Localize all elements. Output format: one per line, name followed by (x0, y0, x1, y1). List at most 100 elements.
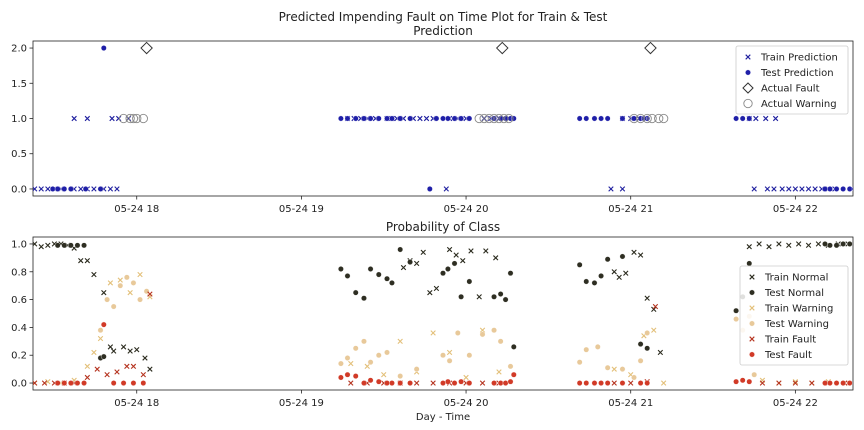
data-point (348, 360, 354, 367)
data-point (407, 380, 413, 386)
data-point (771, 186, 777, 192)
legend-label: Train Normal (764, 273, 828, 284)
data-point (493, 255, 499, 261)
data-point (130, 363, 137, 370)
data-point (604, 115, 611, 122)
data-point (389, 115, 395, 122)
data-point (417, 115, 423, 122)
data-point (397, 115, 404, 122)
data-point-outline (644, 41, 657, 55)
data-point (746, 115, 753, 122)
data-point (49, 186, 56, 192)
data-point (117, 277, 123, 283)
data-point (110, 303, 117, 310)
data-point-outline (140, 41, 153, 55)
data-point (466, 380, 473, 386)
data-point (484, 113, 494, 124)
series-test-normal (54, 241, 853, 361)
data-point (433, 285, 440, 292)
data-point (619, 115, 626, 122)
data-point (507, 270, 514, 277)
data-point (846, 241, 853, 247)
data-point (147, 291, 153, 297)
data-point (123, 274, 130, 281)
data-point (124, 363, 130, 370)
data-point (445, 115, 451, 122)
y-tick-label: 0.0 (11, 184, 27, 195)
data-point (644, 345, 651, 352)
figure-title: Predicted Impending Fault on Time Plot f… (279, 10, 608, 24)
data-point (583, 115, 590, 122)
data-point (101, 289, 107, 296)
data-point (367, 115, 374, 122)
data-point (446, 357, 453, 364)
data-point (611, 380, 617, 386)
data-point (746, 260, 753, 267)
legend-marker (749, 351, 755, 358)
data-point (344, 355, 351, 361)
series-test-warning (97, 274, 758, 381)
data-point (361, 338, 367, 345)
data-point (598, 273, 604, 279)
data-point (384, 349, 390, 356)
data-point (361, 380, 367, 386)
data-point (637, 357, 644, 364)
data-point (733, 316, 739, 322)
data-point (805, 186, 812, 192)
data-point (619, 253, 626, 260)
data-point (344, 371, 351, 378)
data-point (746, 244, 752, 250)
legend-marker (749, 274, 755, 280)
data-point (446, 349, 453, 356)
data-point (110, 380, 117, 386)
panel-title: Prediction (413, 24, 473, 38)
x-tick-label: 05-24 18 (114, 204, 159, 215)
data-point-outline (495, 41, 509, 55)
data-point (786, 242, 792, 249)
data-point (822, 241, 828, 247)
data-point (91, 271, 97, 278)
data-point (809, 380, 815, 386)
legend-marker (749, 320, 755, 327)
series-actual-warning (118, 113, 669, 124)
data-point (591, 279, 598, 286)
data-point (384, 380, 390, 386)
data-point (833, 380, 840, 386)
data-point (71, 115, 77, 122)
data-points (33, 41, 853, 192)
series-test-fault (54, 321, 853, 386)
data-point (78, 186, 84, 192)
data-point (384, 115, 390, 122)
data-point (61, 186, 68, 192)
data-point (840, 241, 847, 247)
data-point (140, 372, 147, 378)
data-point (466, 352, 473, 359)
x-tick-label: 05-24 22 (773, 398, 818, 409)
data-point (127, 348, 133, 354)
data-point (117, 282, 124, 289)
data-point (375, 352, 382, 359)
data-point (440, 270, 446, 277)
data-point (440, 115, 446, 122)
data-point (430, 380, 436, 386)
data-point (746, 378, 753, 385)
data-point (792, 378, 799, 385)
data-point (338, 360, 344, 367)
data-point (660, 380, 667, 386)
data-point (502, 296, 509, 303)
data-point (361, 115, 367, 122)
data-point (637, 341, 644, 347)
data-point (827, 186, 833, 192)
data-point (54, 186, 61, 192)
axes-frame (32, 236, 854, 391)
data-point (397, 373, 404, 379)
data-point (654, 113, 664, 124)
data-point (766, 244, 772, 250)
data-point (644, 380, 651, 386)
series-actual-fault (140, 41, 657, 55)
data-point (115, 115, 122, 122)
data-point (407, 115, 413, 122)
data-point (611, 366, 617, 372)
data-point (375, 271, 382, 278)
legend-marker (749, 336, 755, 342)
